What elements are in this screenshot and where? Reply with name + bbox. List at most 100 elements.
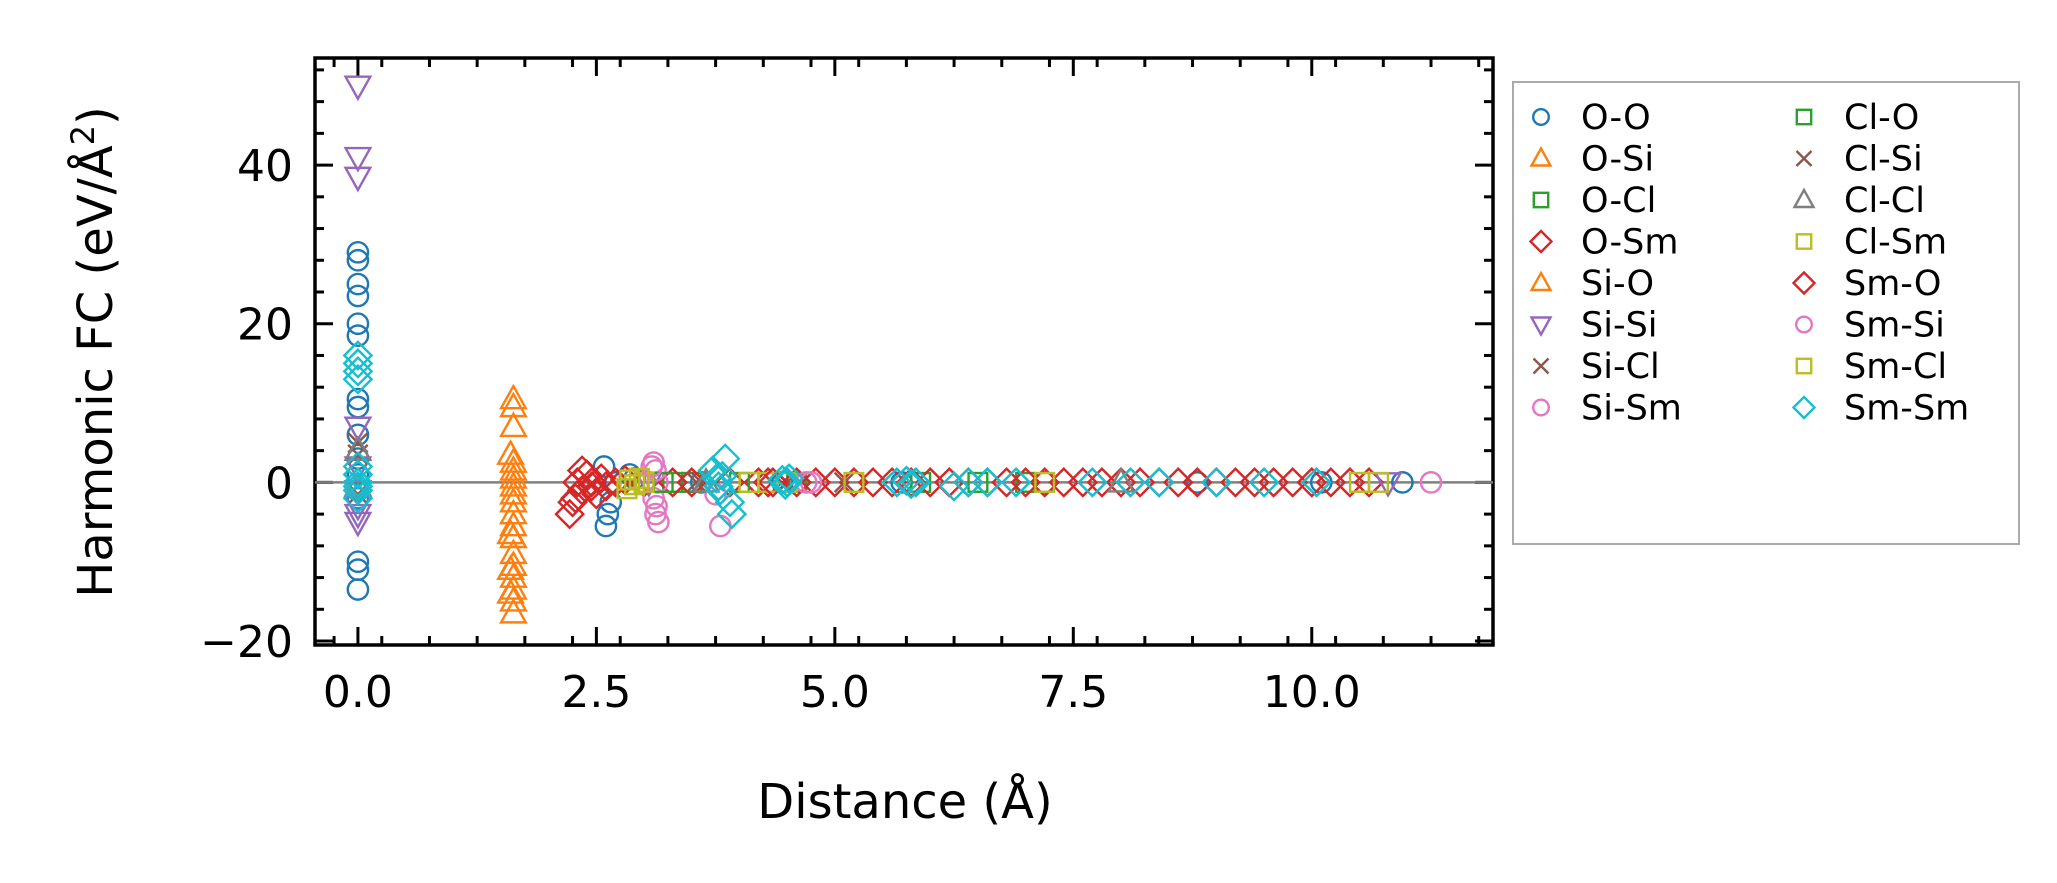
data-point <box>343 416 373 443</box>
axis-ticks <box>315 58 1493 645</box>
data-point <box>773 463 805 494</box>
data-point <box>346 550 370 574</box>
x-tick-label: 10.0 <box>1263 667 1361 718</box>
data-point <box>705 474 736 506</box>
data-point <box>972 467 1003 498</box>
legend-item: Si-O <box>1529 264 1654 304</box>
legend-marker-icon <box>1528 229 1554 254</box>
legend-item: Sm-Sm <box>1791 389 1969 429</box>
y-tick-label: 40 <box>237 141 293 192</box>
plot-frame <box>313 56 1495 647</box>
data-point <box>714 486 746 518</box>
data-point <box>346 578 370 601</box>
data-point <box>1077 467 1108 498</box>
legend-item: O-Sm <box>1528 223 1678 263</box>
data-point <box>709 443 741 474</box>
legend-label: Si-Si <box>1581 306 1658 346</box>
data-point <box>716 498 748 530</box>
legend-marker-icon <box>1795 357 1813 375</box>
x-tick-label: 0.0 <box>323 667 393 718</box>
legend-marker-icon <box>1794 315 1813 334</box>
data-point <box>496 518 525 545</box>
data-point <box>895 468 927 500</box>
data-point <box>1301 467 1332 498</box>
legend-item: O-Cl <box>1532 181 1656 221</box>
x-tick-label: 2.5 <box>561 667 631 718</box>
legend-frame <box>1512 81 2020 545</box>
legend-label: Cl-Si <box>1844 140 1923 180</box>
data-point <box>771 467 803 498</box>
legend-label: O-Sm <box>1581 223 1678 263</box>
data-point <box>738 471 760 493</box>
data-point <box>346 387 370 411</box>
legend-label: Cl-Cl <box>1844 181 1925 221</box>
legend-item: Sm-O <box>1791 264 1941 304</box>
legend-label: Sm-Cl <box>1844 347 1947 387</box>
data-point <box>343 166 373 193</box>
plot-area <box>313 56 1495 647</box>
data-point <box>342 474 374 506</box>
data-point <box>706 460 738 492</box>
data-point <box>342 471 374 502</box>
data-point <box>342 340 374 371</box>
data-point <box>342 451 374 482</box>
legend-marker-icon <box>1791 395 1817 420</box>
data-point <box>342 363 374 395</box>
data-point <box>1391 471 1414 494</box>
data-point <box>499 510 528 537</box>
legend-marker-icon <box>1791 270 1817 296</box>
data-point <box>1248 467 1280 498</box>
series-sm-o <box>560 455 789 514</box>
data-point <box>596 502 620 526</box>
data-point <box>342 459 374 490</box>
data-point <box>499 597 528 624</box>
data-point <box>499 585 528 612</box>
x-axis-label: Distance (Å) <box>757 773 1052 830</box>
data-point <box>342 482 374 514</box>
data-point <box>346 324 370 347</box>
legend-label: Sm-Sm <box>1844 389 1969 429</box>
x-tick-label: 5.0 <box>800 667 870 718</box>
y-axis-label-main: Harmonic FC (eV/Å <box>67 145 124 598</box>
data-point <box>701 463 732 494</box>
legend-label: O-Cl <box>1581 181 1656 221</box>
data-point <box>594 514 618 538</box>
data-point <box>900 467 932 498</box>
data-point <box>967 471 989 493</box>
data-point <box>343 146 373 173</box>
data-point <box>767 464 798 496</box>
data-point <box>342 467 374 498</box>
data-point <box>1000 467 1032 498</box>
data-point <box>1034 471 1056 493</box>
legend-item: Cl-O <box>1795 98 1919 138</box>
data-point <box>499 383 528 410</box>
y-axis-label-end: ) <box>68 106 124 125</box>
data-point <box>342 355 374 387</box>
data-points <box>342 75 1443 624</box>
data-point <box>346 423 370 447</box>
legend-label: Si-Cl <box>1581 347 1660 387</box>
y-tick-label: 20 <box>237 300 293 351</box>
y-axis-label-superscript: 2 <box>64 125 102 145</box>
data-point <box>346 241 370 264</box>
legend-marker-icon <box>1529 270 1553 292</box>
data-point <box>342 348 374 379</box>
series-si-o <box>496 439 525 604</box>
legend-marker-icon <box>1529 316 1553 337</box>
data-point <box>499 470 528 497</box>
legend-marker-icon <box>1532 191 1550 209</box>
data-point <box>496 577 525 604</box>
data-point <box>346 272 370 296</box>
data-point <box>1419 471 1443 494</box>
legend-marker-icon <box>1795 108 1813 126</box>
legend-item: Cl-Sm <box>1795 223 1947 263</box>
data-point <box>346 312 370 336</box>
data-point <box>346 248 370 272</box>
series-sm-sm <box>342 340 1332 530</box>
data-point <box>640 455 664 478</box>
data-point <box>343 75 373 102</box>
data-point <box>1367 471 1390 493</box>
legend-marker-icon <box>1532 357 1550 375</box>
legend-item: Si-Si <box>1529 306 1658 346</box>
